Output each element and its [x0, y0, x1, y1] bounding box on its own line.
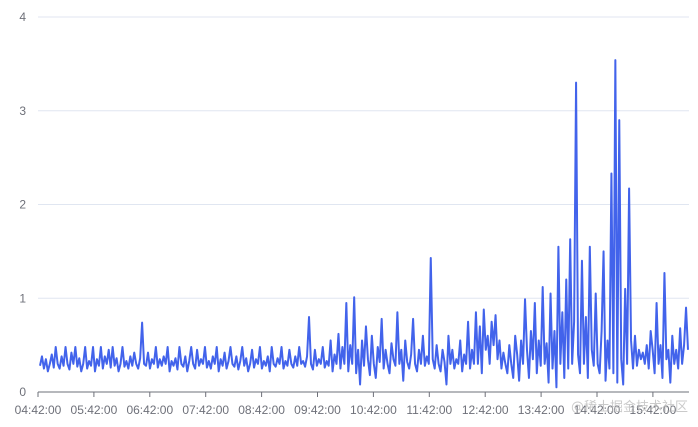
x-tick-label: 15:42:00: [630, 403, 677, 417]
series-layer: [39, 59, 689, 389]
grid-lines: [38, 16, 689, 299]
watermark-text: @稀土掘金技术社区: [570, 400, 688, 415]
y-tick-label: 4: [19, 10, 26, 24]
x-tick-label: 14:42:00: [574, 403, 621, 417]
y-tick-label: 1: [19, 291, 26, 305]
x-axis-tick-labels: 04:42:00 05:42:00 06:42:00 07:42:00 08:42:00…: [15, 403, 677, 417]
x-tick-label: 10:42:00: [350, 403, 397, 417]
x-tick-label: 05:42:00: [71, 403, 118, 417]
x-tick-label: 11:42:00: [406, 403, 452, 417]
y-tick-label: 3: [19, 104, 26, 118]
series-line: [39, 59, 689, 389]
x-axis-tick-marks: [37, 392, 654, 397]
x-tick-label: 07:42:00: [182, 403, 229, 417]
x-tick-label: 04:42:00: [15, 403, 62, 417]
y-axis-tick-labels: 0 1 2 3 4: [19, 10, 26, 399]
x-tick-label: 12:42:00: [462, 403, 509, 417]
y-tick-label: 0: [19, 385, 26, 399]
y-tick-label: 2: [19, 198, 26, 212]
x-tick-label: 08:42:00: [238, 403, 285, 417]
x-tick-label: 13:42:00: [518, 403, 565, 417]
x-tick-label: 09:42:00: [294, 403, 341, 417]
x-tick-label: 06:42:00: [126, 403, 173, 417]
